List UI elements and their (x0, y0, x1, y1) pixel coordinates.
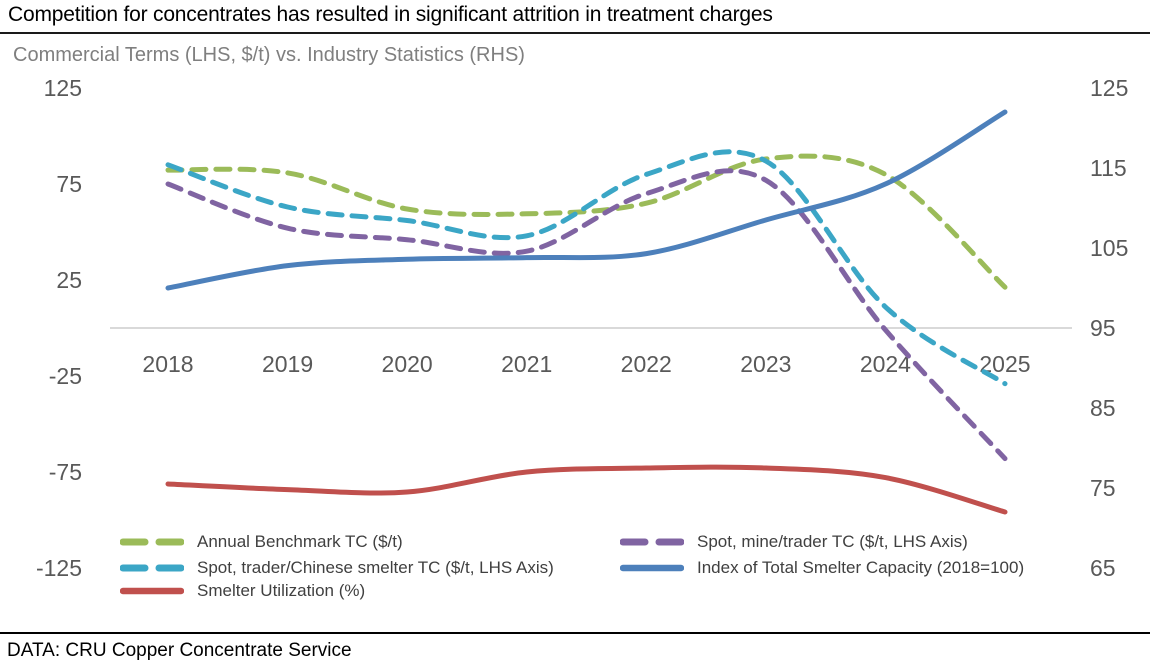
x-axis-tick: 2025 (979, 351, 1031, 377)
x-axis-tick: 2018 (142, 351, 194, 377)
x-axis-tick: 2023 (740, 351, 792, 377)
y-axis-tick-right: 115 (1090, 155, 1127, 181)
page-title: Competition for concentrates has resulte… (8, 3, 773, 26)
legend-label: Annual Benchmark TC ($/t) (197, 532, 403, 551)
y-axis-tick-right: 95 (1090, 315, 1116, 341)
x-axis-tick: 2022 (620, 351, 672, 377)
y-axis-tick-left: 75 (56, 171, 82, 197)
legend-solid-line-icon (120, 587, 184, 595)
legend-item: Smelter Utilization (%) (120, 580, 365, 602)
y-axis-tick-right: 85 (1090, 395, 1116, 421)
y-axis-tick-right: 75 (1090, 475, 1116, 501)
x-axis-tick: 2024 (859, 351, 911, 377)
y-axis-tick-left: 25 (56, 267, 82, 293)
legend-item: Index of Total Smelter Capacity (2018=10… (620, 557, 1024, 579)
y-axis-tick-left: -25 (48, 363, 82, 389)
legend-label: Smelter Utilization (%) (197, 581, 366, 600)
y-axis-tick-right: 65 (1090, 555, 1116, 581)
series-line-1 (165, 168, 1008, 462)
series-line-2 (165, 149, 1008, 387)
legend-dashed-line-icon (120, 564, 184, 572)
legend-label: Spot, trader/Chinese smelter TC ($/t, LH… (197, 558, 554, 577)
series-line-4 (165, 464, 1008, 515)
legend-label: Index of Total Smelter Capacity (2018=10… (697, 558, 1025, 577)
legend-label: Spot, mine/trader TC ($/t, LHS Axis) (697, 532, 968, 551)
x-axis-tick: 2019 (261, 351, 314, 377)
series-line-3 (165, 109, 1008, 291)
legend-dashed-line-icon (620, 538, 684, 546)
legend-solid-line-icon (620, 564, 684, 572)
y-axis-tick-left: -75 (48, 459, 82, 485)
title-divider (0, 32, 1150, 34)
y-axis-tick-left: -125 (35, 555, 82, 581)
legend-item: Spot, trader/Chinese smelter TC ($/t, LH… (120, 557, 554, 579)
x-axis-tick: 2020 (381, 351, 433, 377)
zero-gridline (110, 327, 1072, 329)
legend-item: Annual Benchmark TC ($/t) (120, 531, 403, 553)
series-line-0 (165, 153, 1008, 290)
legend-dashed-line-icon (120, 538, 184, 546)
y-axis-tick-left: 125 (43, 75, 82, 101)
data-source-caption: DATA: CRU Copper Concentrate Service (7, 640, 352, 661)
x-axis-tick: 2021 (501, 351, 553, 377)
y-axis-tick-right: 105 (1090, 235, 1129, 261)
legend-item: Spot, mine/trader TC ($/t, LHS Axis) (620, 531, 968, 553)
chart-subtitle: Commercial Terms (LHS, $/t) vs. Industry… (13, 44, 525, 66)
y-axis-tick-right: 125 (1090, 75, 1129, 101)
footer-divider (0, 632, 1150, 634)
